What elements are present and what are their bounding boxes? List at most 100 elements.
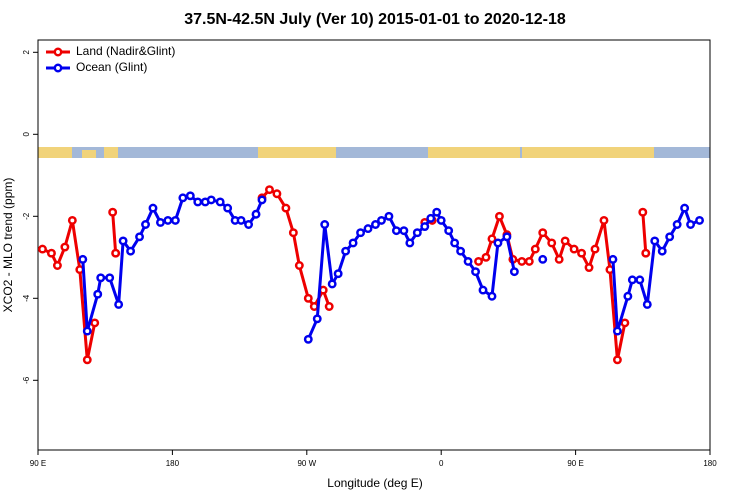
point <box>680 203 690 213</box>
point <box>38 244 47 254</box>
point <box>635 275 645 285</box>
point <box>185 191 195 201</box>
point <box>90 318 100 328</box>
x-tick-label: 180 <box>703 459 717 468</box>
point <box>265 185 274 195</box>
land-ocean-strip <box>38 147 710 158</box>
point <box>493 238 503 248</box>
chart-title: 37.5N-42.5N July (Ver 10) 2015-01-01 to … <box>184 11 566 28</box>
point <box>324 302 334 311</box>
point <box>530 244 540 254</box>
plot-frame <box>37 39 711 451</box>
point <box>436 215 446 225</box>
point <box>584 263 594 272</box>
x-tick-label: 180 <box>166 459 180 468</box>
point <box>333 269 343 279</box>
point <box>463 256 473 266</box>
point <box>538 254 548 264</box>
point <box>502 232 512 242</box>
legend-label: Land (Nadir&Glint) <box>76 44 175 58</box>
point <box>577 248 587 258</box>
point <box>312 314 322 324</box>
y-tick-label: -4 <box>22 294 31 302</box>
point <box>118 236 128 246</box>
point <box>371 220 380 229</box>
x-tick-label: 90 E <box>567 459 583 468</box>
point <box>105 273 115 283</box>
point <box>474 256 483 266</box>
x-tick-label: 90 W <box>297 459 316 468</box>
point <box>456 246 466 256</box>
point <box>111 248 121 258</box>
point <box>650 236 660 246</box>
point <box>126 246 136 256</box>
point <box>426 213 436 223</box>
point <box>52 261 62 270</box>
point <box>251 209 261 219</box>
point <box>303 293 313 303</box>
point <box>223 203 233 213</box>
point <box>665 232 675 242</box>
point <box>641 248 651 258</box>
point <box>612 355 622 365</box>
point <box>193 197 203 207</box>
point <box>412 228 422 238</box>
point <box>432 207 442 217</box>
point <box>494 211 504 221</box>
series-line <box>41 187 648 361</box>
point <box>695 215 704 225</box>
point <box>327 279 337 289</box>
point <box>642 300 652 309</box>
point <box>399 226 409 236</box>
y-tick-label: -6 <box>22 376 31 384</box>
point <box>487 234 497 244</box>
legend-marker <box>53 47 63 57</box>
point <box>356 228 366 238</box>
point <box>444 226 454 236</box>
point <box>471 267 480 277</box>
point <box>148 203 158 213</box>
point <box>78 254 88 264</box>
point <box>590 244 600 254</box>
point <box>114 300 124 309</box>
point <box>538 228 548 238</box>
y-tick-label: 0 <box>22 132 31 137</box>
point <box>67 215 77 225</box>
point <box>524 256 534 266</box>
point <box>82 355 92 365</box>
point <box>236 215 246 225</box>
point <box>206 195 216 205</box>
point <box>547 238 557 248</box>
point <box>163 215 173 225</box>
point <box>686 220 696 229</box>
point <box>391 226 401 236</box>
point <box>623 291 633 301</box>
point <box>554 254 564 264</box>
point <box>294 261 304 270</box>
point <box>377 215 386 225</box>
point <box>108 207 118 217</box>
legend-marker <box>53 63 63 73</box>
point <box>281 203 291 213</box>
point <box>509 267 519 277</box>
point <box>481 252 491 262</box>
point <box>612 326 622 336</box>
point <box>672 220 682 229</box>
point <box>560 236 570 246</box>
point <box>215 197 225 207</box>
point <box>599 215 609 225</box>
point <box>348 238 358 248</box>
point <box>627 275 637 285</box>
x-tick-label: 90 E <box>30 459 46 468</box>
point <box>363 224 373 234</box>
point <box>384 211 394 221</box>
point <box>638 207 648 217</box>
point <box>450 238 460 248</box>
point <box>96 273 106 283</box>
point <box>178 193 188 203</box>
point <box>156 218 165 227</box>
point <box>608 254 618 264</box>
point <box>60 242 70 252</box>
point <box>141 220 150 229</box>
